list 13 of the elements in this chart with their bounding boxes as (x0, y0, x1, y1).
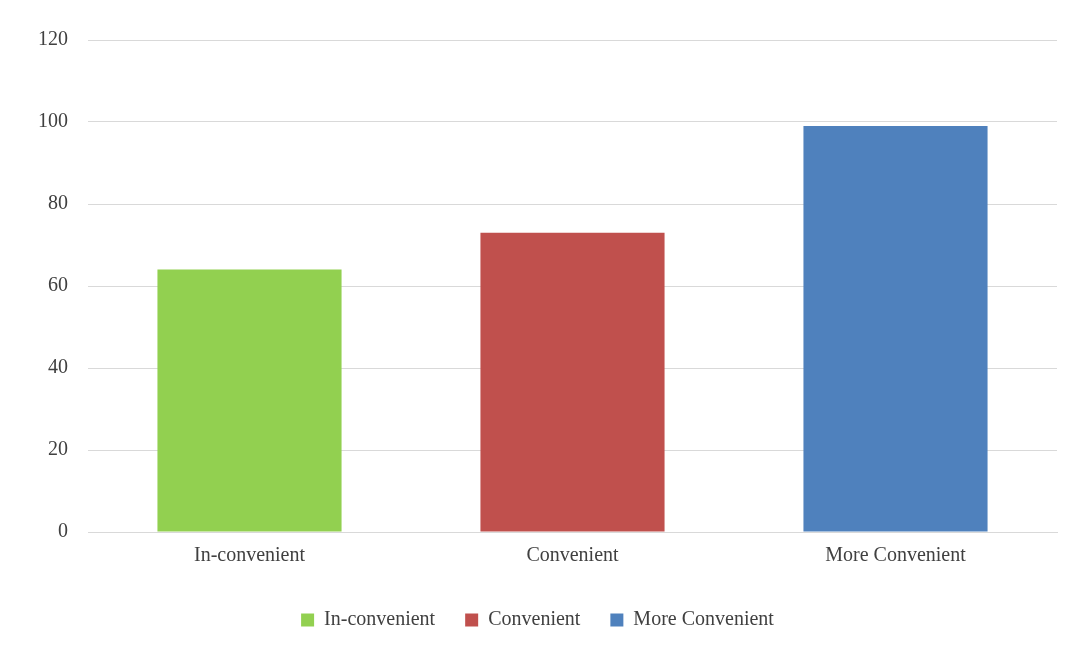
y-tick-label: 60 (48, 273, 68, 296)
legend-label: More Convenient (633, 607, 775, 630)
y-tick-label: 100 (38, 109, 68, 132)
y-tick-label: 20 (48, 437, 68, 460)
y-tick-label: 120 (38, 27, 68, 50)
legend-label: In-convenient (324, 607, 436, 630)
y-tick-label: 0 (58, 519, 68, 542)
x-tick-label: More Convenient (825, 543, 967, 566)
x-tick-label: Convenient (526, 543, 620, 566)
y-tick-label: 80 (48, 191, 68, 214)
legend-label: Convenient (488, 607, 581, 630)
y-tick-label: 40 (48, 355, 68, 378)
x-tick-label: In-convenient (193, 543, 306, 566)
